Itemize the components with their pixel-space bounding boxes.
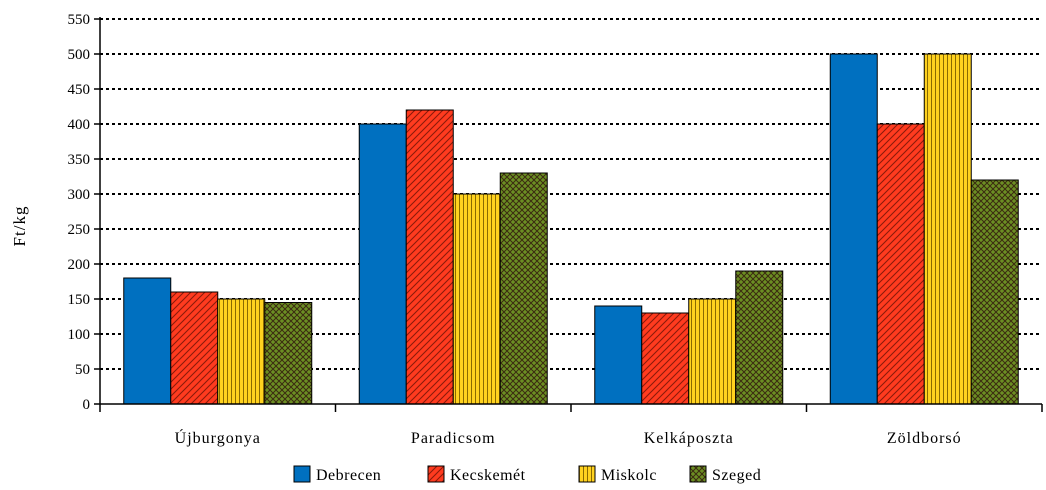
bar-debrecen-3 (594, 305, 643, 405)
bar-kecskemét-3 (641, 312, 690, 405)
legend-swatch-kecskemét (427, 465, 445, 483)
legend-swatch-miskolc (578, 465, 596, 483)
y-tick-label: 50 (75, 362, 90, 378)
bar-kecskemét-2 (405, 109, 454, 405)
legend-swatch-debrecen (293, 465, 311, 483)
y-tick-label: 550 (68, 12, 91, 28)
y-tick-label: 250 (68, 222, 91, 238)
y-tick-label: 100 (68, 327, 91, 343)
bar-szeged-3 (735, 270, 784, 405)
bar-kecskemét-1 (170, 291, 219, 405)
bar-szeged-2 (499, 172, 548, 405)
x-tick-label: Kelkáposzta (644, 430, 734, 447)
legend-label-kecskemét: Kecskemét (450, 467, 526, 484)
x-tick-label: Paradicsom (411, 430, 496, 447)
bar-szeged-1 (264, 302, 313, 405)
bar-miskolc-4 (923, 53, 972, 405)
legend-label-miskolc: Miskolc (601, 467, 657, 484)
y-tick-label: 450 (68, 82, 91, 98)
y-tick-label: 400 (68, 117, 91, 133)
legend: Debrecen Kecskemét Miskolc Szeged (293, 465, 761, 484)
bar-debrecen-4 (829, 53, 878, 405)
bars (123, 53, 1019, 405)
y-tick-label: 150 (68, 292, 91, 308)
x-tick-label: Zöldborsó (887, 430, 962, 447)
legend-label-szeged: Szeged (712, 467, 761, 484)
axis-labels: Ft/kg 0 50 100 150 200 250 300 350 400 450 500 550 Ú… (10, 12, 962, 447)
x-tick-label: Újburgonya (175, 428, 261, 447)
axes (94, 17, 1043, 412)
y-tick-label: 0 (83, 397, 91, 413)
bar-debrecen-1 (123, 277, 172, 405)
bar-debrecen-2 (358, 123, 407, 405)
gridlines (100, 18, 1042, 370)
legend-swatch-szeged (689, 465, 707, 483)
y-tick-label: 500 (68, 47, 91, 63)
bar-szeged-4 (970, 179, 1019, 405)
y-tick-label: 350 (68, 152, 91, 168)
bar-kecskemét-4 (876, 123, 925, 405)
y-tick-label: 200 (68, 257, 91, 273)
bar-miskolc-3 (688, 298, 737, 405)
bar-miskolc-1 (217, 298, 266, 405)
y-tick-label: 300 (68, 187, 91, 203)
y-axis-title: Ft/kg (10, 206, 29, 247)
legend-label-debrecen: Debrecen (316, 467, 381, 484)
bar-miskolc-2 (452, 193, 501, 405)
